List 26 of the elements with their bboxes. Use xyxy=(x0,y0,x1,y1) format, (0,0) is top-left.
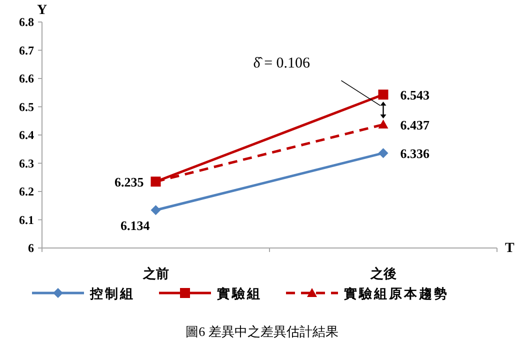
data-label: 6.235 xyxy=(114,174,144,190)
legend-label: 實驗組原本趨勢 xyxy=(344,286,449,301)
x-tick-label: 之後 xyxy=(369,266,396,281)
legend-label: 控制組 xyxy=(89,286,135,301)
x-axis-title: T xyxy=(505,241,515,256)
point xyxy=(150,205,161,216)
y-tick-label: 6.6 xyxy=(19,72,34,86)
caption: 圖6 差異中之差異估計結果 xyxy=(186,324,338,339)
y-tick-label: 6.3 xyxy=(19,156,34,170)
point xyxy=(378,90,388,100)
y-tick-label: 6.1 xyxy=(19,212,34,227)
y-tick-label: 6.4 xyxy=(19,128,34,142)
annotation: δ̂ = 0.106 xyxy=(253,56,311,72)
data-label: 6.336 xyxy=(400,146,430,162)
legend-label: 實驗組 xyxy=(217,286,262,301)
data-label: 6.134 xyxy=(120,218,150,234)
data-label: 6.543 xyxy=(400,88,430,103)
y-tick-label: 6 xyxy=(28,241,34,255)
y-tick-label: 6.7 xyxy=(19,43,34,58)
y-tick-label: 6.5 xyxy=(19,100,34,114)
y-tick-label: 6.8 xyxy=(19,15,34,29)
y-tick-label: 6.2 xyxy=(19,184,34,198)
y-axis-title: Y xyxy=(37,3,48,18)
point xyxy=(378,148,388,158)
data-label: 6.437 xyxy=(400,118,430,133)
x-tick-label: 之前 xyxy=(142,266,169,281)
